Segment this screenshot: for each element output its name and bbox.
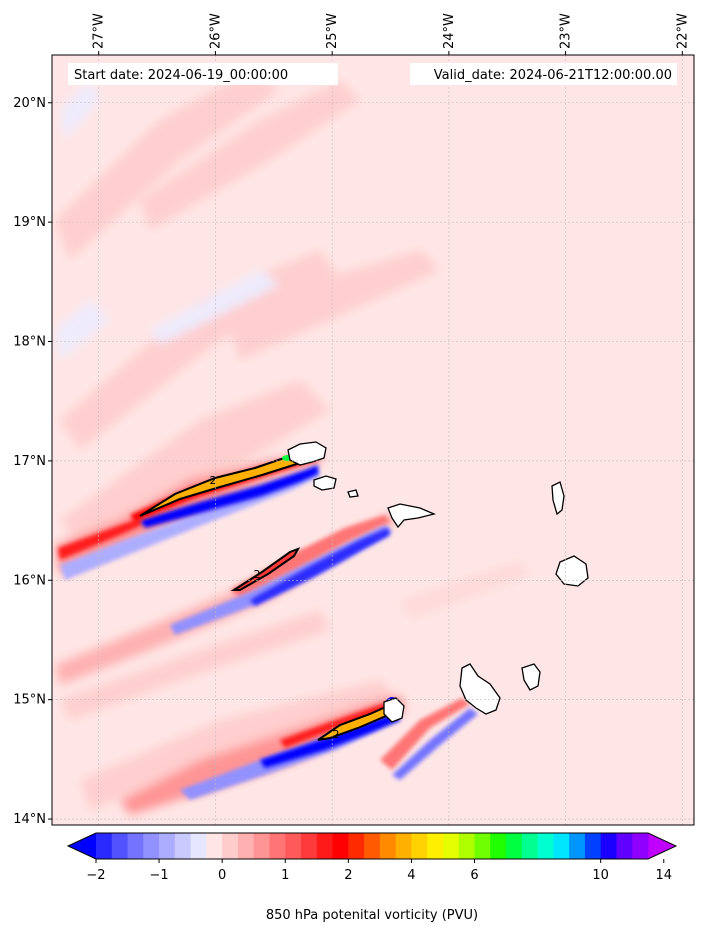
colorbar-tick-label: 6 bbox=[470, 868, 478, 883]
valid-date-box bbox=[410, 63, 677, 85]
lon-tick-label: 23°W bbox=[559, 13, 574, 49]
island-fogo bbox=[383, 697, 405, 723]
island-santiago bbox=[459, 663, 501, 715]
colorbar-segment bbox=[206, 833, 223, 859]
lat-tick-label: 20°N bbox=[13, 96, 46, 111]
colorbar-segment bbox=[237, 833, 255, 859]
island-sao-vicente bbox=[313, 475, 337, 491]
lon-tick-label: 26°W bbox=[208, 13, 223, 49]
colorbar-segment bbox=[584, 833, 602, 859]
island-santo-antao bbox=[287, 441, 327, 466]
colorbar-segment bbox=[111, 833, 129, 859]
islands bbox=[287, 441, 589, 723]
colorbar-extend-min bbox=[68, 833, 96, 859]
colorbar-segment bbox=[521, 833, 539, 859]
lat-tick-label: 18°N bbox=[13, 335, 46, 350]
island-boa-vista bbox=[555, 555, 589, 587]
colorbar-tick-label: −1 bbox=[149, 868, 168, 883]
colorbar-segment bbox=[537, 833, 554, 859]
start-date-box bbox=[68, 63, 338, 85]
lon-axis: 27°W 26°W 25°W 24°W 23°W 22°W bbox=[92, 13, 690, 55]
colorbar-segment bbox=[395, 833, 412, 859]
colorbar-segment bbox=[632, 833, 649, 859]
lat-tick-label: 14°N bbox=[13, 812, 46, 827]
colorbar-segment bbox=[96, 833, 113, 859]
pv-texture bbox=[55, 70, 530, 810]
contour-label-north: 2 bbox=[210, 474, 217, 487]
contour-label-middle: 2 bbox=[254, 568, 261, 581]
lon-tick-label: 22°W bbox=[675, 13, 690, 49]
lat-axis: 20°N 19°N 18°N 17°N 16°N 15°N 14°N bbox=[13, 96, 52, 827]
start-date-text: Start date: 2024-06-19_00:00:00 bbox=[74, 68, 288, 83]
colorbar-segment bbox=[301, 833, 318, 859]
lon-tick-label: 27°W bbox=[92, 13, 107, 49]
colorbar-segment bbox=[174, 833, 192, 859]
lat-tick-label: 15°N bbox=[13, 693, 46, 708]
colorbar-segment bbox=[379, 833, 397, 859]
colorbar-segment bbox=[222, 833, 239, 859]
lon-tick-label: 25°W bbox=[325, 13, 340, 49]
colorbar-segment bbox=[490, 833, 507, 859]
colorbar-segment bbox=[127, 833, 144, 859]
colorbar-segment bbox=[474, 833, 491, 859]
colorbar-tick-label: 4 bbox=[407, 868, 415, 883]
island-santa-luzia bbox=[347, 489, 359, 498]
island-sal bbox=[551, 481, 565, 516]
colorbar: −2 −1 0 1 2 4 6 10 14 bbox=[66, 832, 678, 883]
colorbar-tick-label: 10 bbox=[592, 868, 609, 883]
colorbar-segment bbox=[553, 833, 570, 859]
map-area: 2 2 2 Start date: 2024-06-19_00:00:00 Va… bbox=[52, 55, 694, 825]
colorbar-segment bbox=[442, 833, 460, 859]
lon-tick-label: 24°W bbox=[442, 13, 457, 49]
ridge-north bbox=[55, 452, 322, 580]
colorbar-segment bbox=[427, 833, 444, 859]
colorbar-tick-label: 14 bbox=[655, 868, 672, 883]
lat-tick-label: 17°N bbox=[13, 454, 46, 469]
colorbar-segment bbox=[190, 833, 207, 859]
contour-label-south: 2 bbox=[333, 728, 340, 741]
colorbar-segment bbox=[332, 833, 349, 859]
lat-tick-label: 19°N bbox=[13, 215, 46, 230]
colorbar-segment bbox=[143, 833, 160, 859]
lat-tick-label: 16°N bbox=[13, 573, 46, 588]
colorbar-label: 850 hPa potenital vorticity (PVU) bbox=[266, 908, 478, 923]
colorbar-segment bbox=[159, 833, 176, 859]
island-maio bbox=[521, 663, 541, 691]
colorbar-segment bbox=[253, 833, 270, 859]
colorbar-segment bbox=[506, 833, 523, 859]
colorbar-segment bbox=[411, 833, 428, 859]
colorbar-segment bbox=[569, 833, 586, 859]
colorbar-segment bbox=[600, 833, 617, 859]
ridge-south bbox=[120, 696, 478, 815]
valid-date-text: Valid_date: 2024-06-21T12:00:00.00 bbox=[434, 68, 672, 83]
colorbar-extend-max bbox=[648, 833, 676, 859]
colorbar-segment bbox=[364, 833, 381, 859]
colorbar-segment bbox=[616, 833, 633, 859]
colorbar-tick-label: 2 bbox=[344, 868, 352, 883]
colorbar-segment bbox=[269, 833, 286, 859]
colorbar-tick-label: 0 bbox=[218, 868, 226, 883]
gridlines bbox=[52, 55, 694, 825]
colorbar-segment bbox=[285, 833, 302, 859]
colorbar-segment bbox=[348, 833, 365, 859]
map-frame bbox=[51, 54, 695, 826]
colorbar-segment bbox=[458, 833, 476, 859]
colorbar-tick-label: 1 bbox=[281, 868, 289, 883]
colorbar-tick-label: −2 bbox=[86, 868, 105, 883]
island-sao-nicolau bbox=[387, 503, 437, 529]
colorbar-segment bbox=[316, 833, 334, 859]
